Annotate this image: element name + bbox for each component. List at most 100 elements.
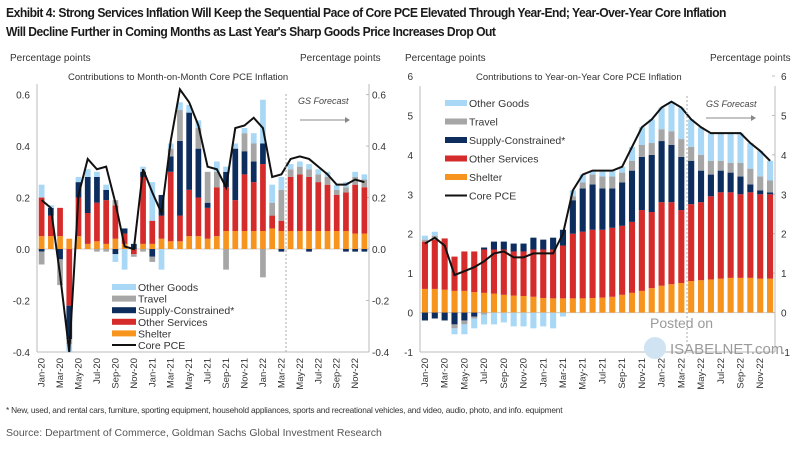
bar-other-goods <box>213 161 220 172</box>
bar-other-goods <box>306 164 312 170</box>
legend-label: Travel <box>469 117 498 129</box>
watermark-line-2: ISABELNET.com <box>670 341 783 358</box>
bar-shelter <box>278 231 285 250</box>
bar-shelter <box>195 236 202 250</box>
bar-other-services <box>140 176 146 244</box>
bar-other-goods <box>186 104 193 113</box>
bar-supply <box>589 184 596 230</box>
bar-shelter <box>177 241 183 250</box>
bar-travel <box>451 324 458 329</box>
bar-travel <box>668 131 675 145</box>
legend-swatch-supply <box>445 137 467 143</box>
bar-supply <box>343 249 349 252</box>
bar-shelter <box>204 238 211 250</box>
bar-other-services <box>47 215 54 237</box>
bar-shelter <box>559 298 567 313</box>
bar-travel <box>130 254 137 257</box>
bar-other-goods <box>757 150 764 177</box>
bar-supply <box>510 243 517 252</box>
bar-shelter <box>668 284 675 313</box>
bar-shelter <box>167 241 174 250</box>
bar-other-services <box>66 249 73 306</box>
bar-other-services <box>112 205 119 239</box>
bar-other-goods <box>112 254 119 262</box>
bar-supply <box>520 243 527 252</box>
bar-supply <box>57 249 63 260</box>
bar-other-services <box>727 192 734 278</box>
bar-travel <box>609 176 616 189</box>
x-tick-label: Jan-22 <box>657 358 668 387</box>
legend-label: Other Services <box>138 317 207 329</box>
bar-other-services <box>361 187 368 234</box>
y-tick-label-right: 0.0 <box>372 245 386 256</box>
x-tick-label: Nov-20 <box>519 358 530 389</box>
bar-other-goods <box>707 133 714 161</box>
bar-shelter <box>352 233 359 250</box>
bar-other-services <box>747 192 754 278</box>
bar-supply <box>94 176 100 203</box>
bar-other-goods <box>638 127 645 145</box>
forecast-arrowhead-icon <box>751 115 756 121</box>
bar-shelter <box>103 243 110 250</box>
bar-other-goods <box>352 171 359 177</box>
bar-travel <box>461 320 468 325</box>
bar-supply <box>278 249 285 252</box>
bar-supply <box>599 188 606 230</box>
bar-supply <box>167 156 174 172</box>
bar-shelter <box>697 280 705 313</box>
bar-other-goods <box>38 184 45 198</box>
bar-supply <box>550 237 557 250</box>
y-tick-label-right: 6 <box>781 72 787 83</box>
bar-other-services <box>94 202 100 242</box>
bar-shelter <box>707 279 714 313</box>
bar-supply <box>352 249 359 252</box>
bar-travel <box>678 139 685 157</box>
bar-other-services <box>569 233 576 299</box>
bar-other-goods <box>223 166 229 172</box>
bar-other-goods <box>510 312 517 327</box>
bar-travel <box>628 160 636 171</box>
bar-other-goods <box>589 170 596 175</box>
bar-other-services <box>250 182 257 232</box>
bar-travel <box>324 176 331 185</box>
y-tick-label-right: 1 <box>781 269 787 280</box>
bar-travel <box>103 249 110 252</box>
bar-shelter <box>94 241 100 250</box>
bar-shelter <box>324 231 331 250</box>
bar-shelter <box>260 231 266 250</box>
legend-swatch-shelter <box>112 330 136 337</box>
bar-other-services <box>121 233 128 244</box>
bar-other-services <box>658 202 665 286</box>
x-tick-label: Nov-21 <box>637 358 648 389</box>
x-tick-label: Mar-20 <box>440 358 451 388</box>
legend-swatch-other-services <box>445 155 467 162</box>
legend-swatch-supply <box>112 307 136 314</box>
bar-other-services <box>167 171 174 242</box>
bar-other-goods <box>688 119 695 147</box>
bar-shelter <box>361 233 368 250</box>
bar-other-goods <box>559 312 567 317</box>
x-tick-label: May-20 <box>459 358 470 390</box>
bar-shelter <box>306 231 312 250</box>
y-tick-label-right: -0.4 <box>372 348 390 359</box>
x-tick-label: Jan-21 <box>147 358 158 387</box>
x-tick-label: Jan-20 <box>37 358 48 387</box>
bar-other-goods <box>260 99 266 144</box>
bar-supply <box>223 171 229 188</box>
bar-shelter <box>140 243 146 250</box>
bar-other-goods <box>287 164 294 170</box>
bar-other-services <box>260 164 266 232</box>
x-tick-label: Jan-20 <box>420 358 431 387</box>
bar-supply <box>103 189 110 201</box>
y-tick-label-right: 0.6 <box>372 91 386 102</box>
x-tick-label: May-21 <box>184 358 195 390</box>
x-tick-label: Sep-20 <box>499 358 510 389</box>
bar-other-goods <box>278 176 285 190</box>
x-tick-label: Jul-21 <box>203 358 214 384</box>
bar-travel <box>269 202 276 216</box>
bar-other-services <box>737 194 744 278</box>
bar-shelter <box>250 231 257 250</box>
bar-shelter <box>441 289 448 313</box>
chart-month-on-month: Percentage points Percentage points Contri… <box>10 53 390 390</box>
bar-travel <box>361 179 368 188</box>
